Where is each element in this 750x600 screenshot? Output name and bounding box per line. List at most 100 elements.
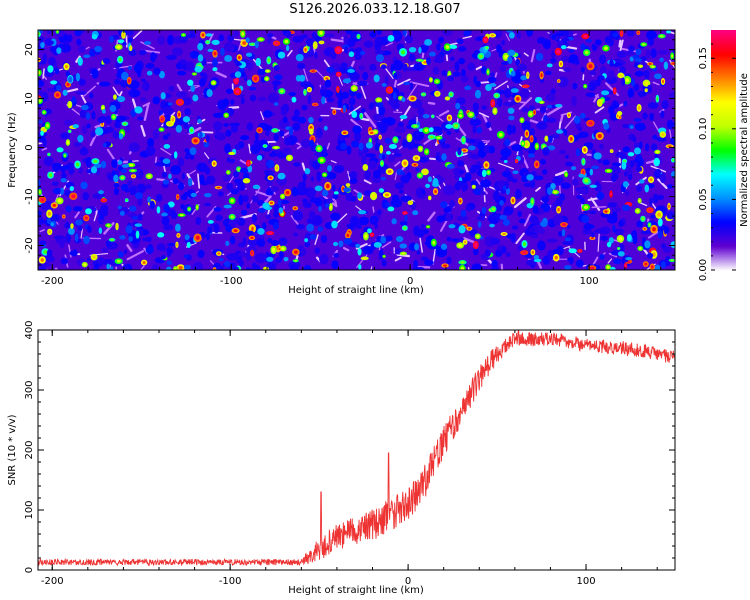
heatmap-patch — [199, 174, 205, 185]
heatmap-blob-core — [241, 32, 245, 36]
heatmap-blob — [314, 51, 318, 59]
heatmap-patch — [400, 174, 410, 184]
colorbar-segment — [711, 36, 736, 39]
heatmap-blob — [546, 63, 553, 68]
heatmap-blob-core — [401, 252, 406, 255]
heatmap-patch — [454, 172, 461, 181]
heatmap-blob — [119, 235, 126, 240]
heatmap-blob — [201, 234, 206, 239]
heatmap-blob — [476, 126, 483, 134]
heatmap-blob — [510, 70, 516, 77]
heatmap-blob — [380, 176, 387, 181]
heatmap-patch — [657, 49, 669, 55]
heatmap-blob-core — [230, 215, 234, 219]
heatmap-patch — [634, 70, 644, 77]
heatmap-patch — [289, 264, 299, 270]
heatmap-patch — [358, 65, 366, 71]
heatmap-blob — [217, 191, 224, 197]
heatmap-blob — [288, 127, 294, 136]
colorbar-segment — [711, 234, 736, 237]
heatmap-blob — [412, 210, 419, 216]
heatmap-blob-core — [123, 122, 127, 125]
heatmap-blob — [421, 189, 426, 195]
heatmap-blob-core — [43, 250, 48, 254]
heatmap-blob-core — [618, 236, 623, 241]
heatmap-patch — [48, 56, 56, 67]
heatmap-patch — [618, 220, 624, 228]
colorbar-label: Normalized spectral amplitude — [739, 73, 750, 227]
heatmap-blob — [46, 217, 51, 225]
heatmap-blob-core — [178, 265, 183, 270]
heatmap-patch — [301, 104, 308, 111]
heatmap-blob-core — [522, 251, 527, 254]
colorbar-segment — [711, 38, 736, 41]
heatmap-patch — [546, 249, 555, 261]
heatmap-blob — [215, 214, 223, 222]
heatmap-patch — [537, 240, 546, 251]
heatmap-patch — [363, 40, 374, 48]
heatmap-blob-core — [645, 89, 648, 92]
heatmap-blob — [204, 202, 212, 207]
heatmap-patch — [309, 197, 322, 204]
heatmap-blob-core — [147, 174, 152, 178]
heatmap-blob-core — [535, 144, 538, 149]
heatmap-patch — [545, 93, 556, 103]
heatmap-blob — [59, 187, 65, 196]
heatmap-blob — [86, 123, 91, 129]
heatmap-patch — [420, 223, 426, 229]
heatmap-patch — [376, 30, 383, 36]
heatmap-patch — [126, 30, 134, 37]
heatmap-blob — [273, 102, 279, 106]
heatmap-blob — [345, 30, 353, 35]
heatmap-blob — [663, 226, 668, 235]
heatmap-blob — [283, 256, 289, 262]
heatmap-patch — [97, 208, 109, 218]
heatmap-patch — [216, 132, 226, 141]
heatmap-blob — [161, 171, 168, 178]
heatmap-patch — [475, 80, 481, 88]
colorbar-segment — [711, 68, 736, 71]
heatmap-blob — [220, 47, 225, 56]
heatmap-streak — [639, 202, 648, 207]
colorbar-segment — [711, 110, 736, 113]
heatmap-blob-core — [606, 169, 611, 172]
colorbar-segment — [711, 262, 736, 265]
heatmap-blob-core — [216, 186, 221, 189]
heatmap-blob — [134, 106, 143, 114]
heatmap-blob-core — [120, 176, 124, 180]
heatmap-blob — [149, 200, 155, 210]
colorbar-segment — [711, 126, 736, 129]
heatmap-streak — [364, 112, 377, 129]
heatmap-blob — [653, 157, 660, 167]
heatmap-patch — [146, 236, 152, 243]
colorbar-segment — [711, 84, 736, 87]
heatmap-blob — [240, 96, 245, 105]
heatmap-patch — [530, 233, 539, 239]
colorbar-segment — [711, 222, 736, 225]
heatmap-streak — [314, 234, 319, 246]
heatmap-blob — [277, 199, 282, 207]
heatmap-streak — [394, 161, 401, 167]
heatmap-blob-core — [418, 147, 422, 151]
heatmap-blob-core — [540, 101, 544, 104]
heatmap-patch — [369, 63, 377, 72]
heatmap-blob — [292, 122, 301, 132]
heatmap-streak — [652, 81, 660, 86]
heatmap-blob — [162, 134, 169, 140]
heatmap-blob — [492, 194, 500, 200]
heatmap-patch — [550, 58, 557, 64]
heatmap-patch — [98, 81, 111, 87]
heatmap-blob — [235, 62, 242, 67]
heatmap-blob — [468, 145, 476, 151]
heatmap-streak — [558, 121, 562, 129]
heatmap-blob-core — [479, 54, 483, 59]
heatmap-patch — [633, 83, 640, 92]
colorbar-segment — [711, 200, 736, 203]
heatmap-blob — [481, 169, 487, 178]
heatmap-patch — [73, 141, 82, 147]
heatmap-blob — [399, 114, 408, 120]
heatmap-blob — [229, 158, 235, 164]
heatmap-patch — [64, 119, 74, 126]
heatmap-patch — [374, 49, 386, 55]
heatmap-blob-core — [178, 112, 181, 117]
